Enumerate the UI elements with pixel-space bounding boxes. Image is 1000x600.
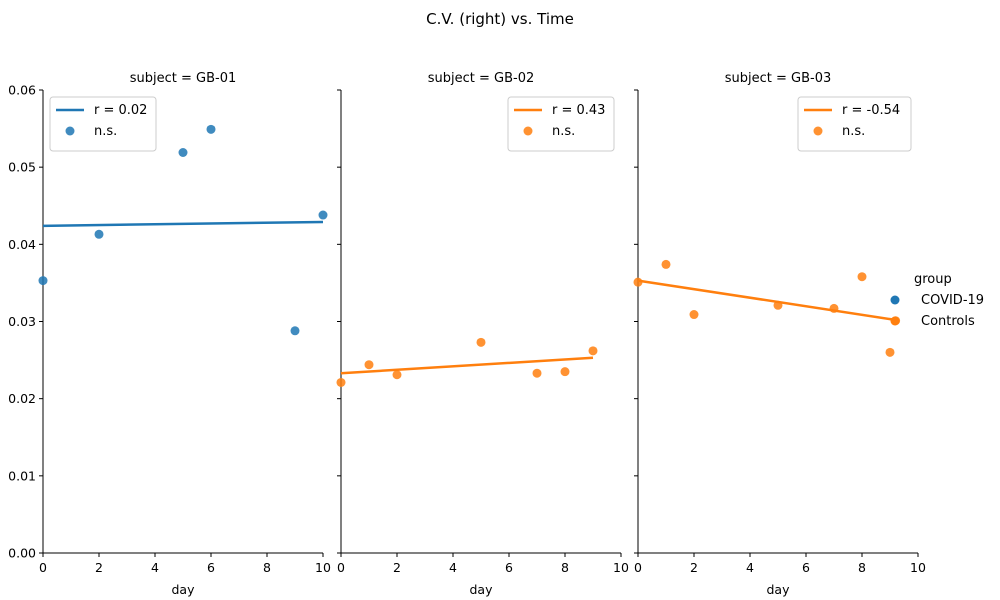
data-point [290, 326, 300, 336]
group-legend-label-controls: Controls [921, 314, 975, 329]
x-tick-label: 10 [315, 560, 331, 575]
x-tick-label: 6 [207, 560, 215, 575]
data-point [829, 303, 839, 313]
legend-line-label: r = 0.02 [94, 103, 147, 118]
data-point [857, 272, 867, 282]
panel-title: subject = GB-02 [428, 71, 535, 86]
data-point [560, 367, 570, 377]
panel-legend: r = 0.02 n.s. [49, 96, 157, 152]
regression-line [42, 220, 324, 228]
x-axis-label: day [172, 582, 196, 597]
legend-line-label: r = -0.54 [842, 103, 900, 118]
panel-1: subject = GB-01 0 2 4 6 8 10 0.00 0.01 0.02 0.03 0.… [8, 71, 331, 597]
panels: subject = GB-01 0 2 4 6 8 10 0.00 0.01 0.02 0.03 0.… [8, 71, 926, 597]
x-tick-label: 2 [690, 560, 698, 575]
group-legend-marker-controls [890, 316, 900, 326]
x-tick-label: 10 [910, 560, 926, 575]
data-point [588, 346, 598, 356]
group-legend-title: group [914, 272, 952, 287]
x-tick-label: 0 [39, 560, 47, 575]
data-point [476, 337, 486, 347]
x-tick-label: 0 [337, 560, 345, 575]
legend-point-label: n.s. [94, 124, 117, 139]
x-tick-label: 8 [263, 560, 271, 575]
data-point [392, 370, 402, 380]
x-tick-label: 8 [858, 560, 866, 575]
y-tick-label: 0.05 [8, 160, 36, 175]
data-point [38, 276, 48, 286]
panel-title: subject = GB-03 [725, 71, 832, 86]
x-tick-label: 6 [802, 560, 810, 575]
y-tick-label: 0.06 [8, 83, 36, 98]
y-tick-label: 0.02 [8, 391, 36, 406]
y-tick-label: 0.03 [8, 314, 36, 329]
legend-line-label: r = 0.43 [552, 103, 605, 118]
legend-point-marker [813, 126, 823, 136]
group-legend-marker-covid [890, 295, 900, 305]
data-point [661, 259, 671, 269]
group-legend-label-covid: COVID-19 [921, 293, 984, 308]
x-axis-label: day [470, 582, 494, 597]
panel-legend: r = 0.43 n.s. [507, 96, 615, 152]
y-tick-label: 0.04 [8, 237, 36, 252]
x-tick-label: 4 [746, 560, 754, 575]
x-tick-label: 0 [634, 560, 642, 575]
data-point [364, 360, 374, 370]
data-point [773, 300, 783, 310]
data-point [178, 148, 188, 158]
x-axis-label: day [767, 582, 791, 597]
x-tick-label: 6 [505, 560, 513, 575]
data-point [336, 377, 346, 387]
x-tick-label: 2 [393, 560, 401, 575]
group-legend: group COVID-19 Controls [890, 272, 984, 329]
panel-legend: r = -0.54 n.s. [797, 96, 912, 152]
regression-line [340, 356, 594, 375]
data-point [206, 124, 216, 134]
y-tick-label: 0.01 [8, 468, 36, 483]
legend-point-label: n.s. [842, 124, 865, 139]
x-tick-label: 4 [449, 560, 457, 575]
panel-title: subject = GB-01 [130, 71, 237, 86]
panel-3: subject = GB-03 0 2 4 6 8 10 day r = -0.54 n.s. [633, 71, 926, 597]
regression-line [637, 279, 896, 322]
data-point [532, 368, 542, 378]
legend-point-label: n.s. [552, 124, 575, 139]
legend-point-marker [523, 126, 533, 136]
data-point [689, 310, 699, 320]
data-point [94, 229, 104, 239]
x-tick-label: 2 [95, 560, 103, 575]
data-point [885, 347, 895, 357]
panel-2: subject = GB-02 0 2 4 6 8 10 day r = 0.43 n.s. [336, 71, 629, 597]
chart-title: C.V. (right) vs. Time [426, 10, 574, 28]
y-tick-label: 0.00 [8, 546, 36, 561]
x-tick-label: 4 [151, 560, 159, 575]
data-point [318, 210, 328, 220]
data-point [633, 277, 643, 287]
x-tick-label: 10 [613, 560, 629, 575]
x-tick-label: 8 [561, 560, 569, 575]
legend-point-marker [65, 126, 75, 136]
